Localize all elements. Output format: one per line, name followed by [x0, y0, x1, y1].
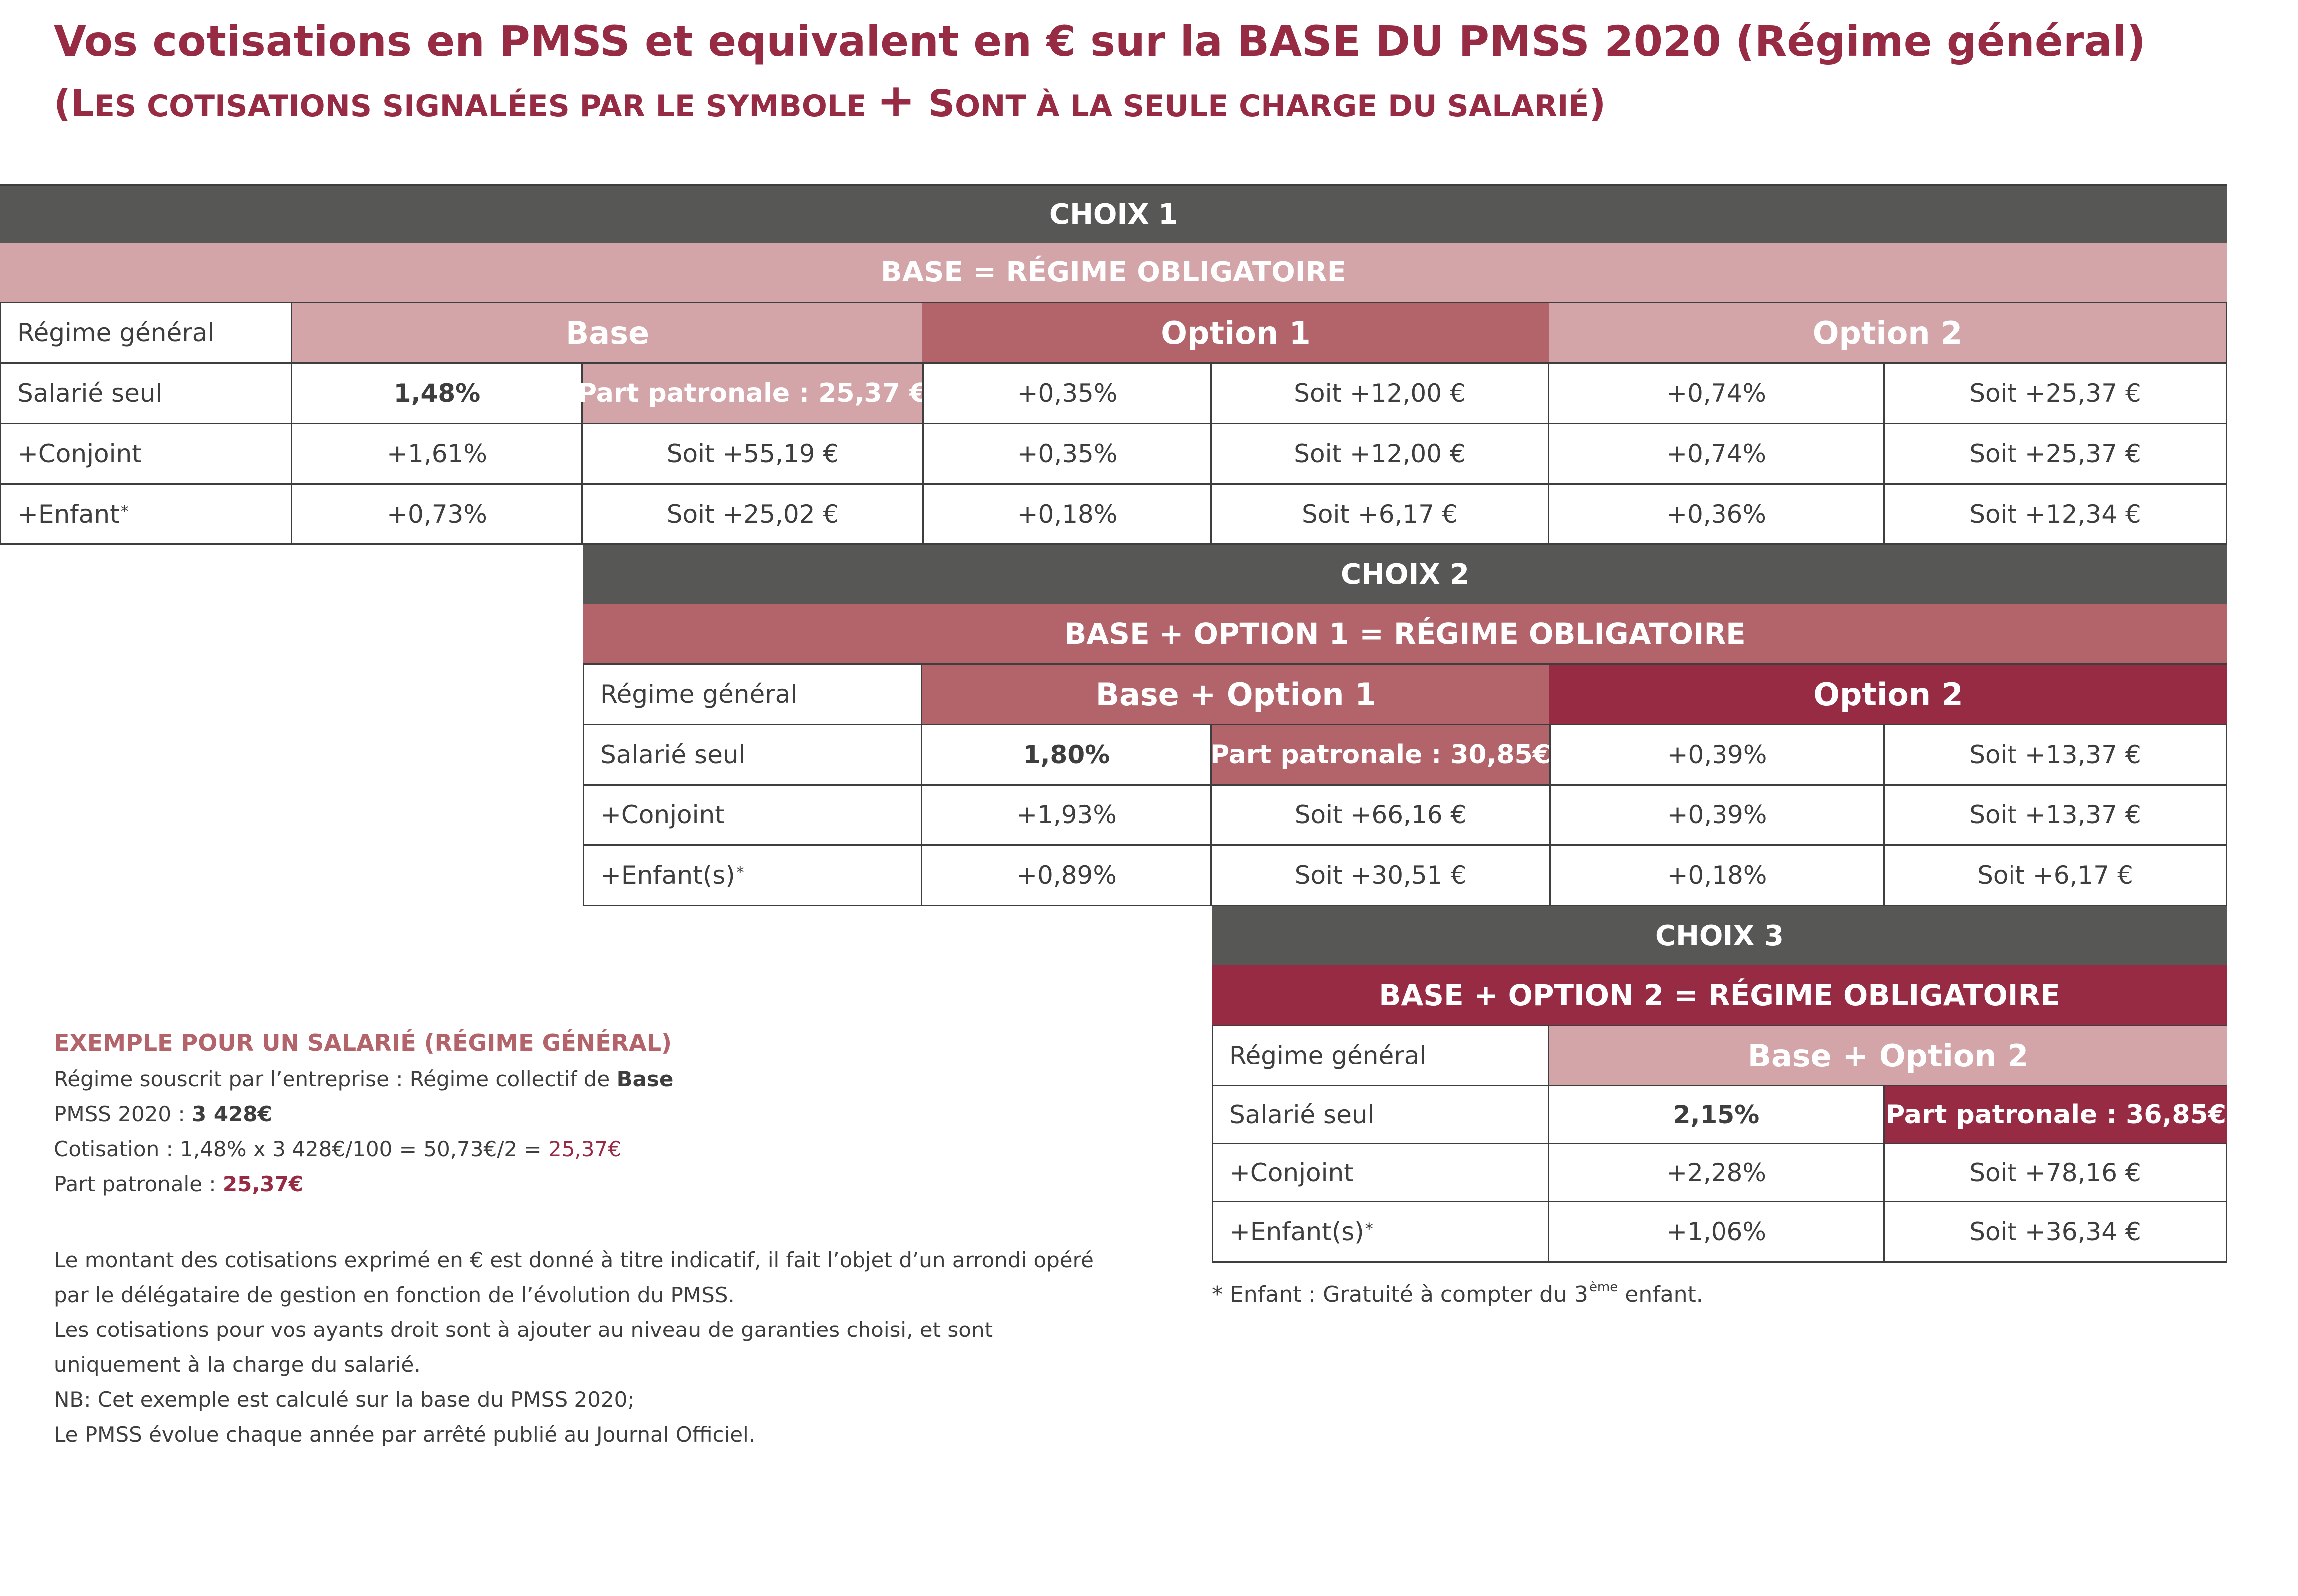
subtitle-close: ) [1589, 82, 1606, 125]
row-label-text: +Enfant(s) [1229, 1217, 1364, 1246]
subtitle-text-2: ONT À LA SEULE CHARGE DU SALARIÉ [955, 89, 1589, 124]
plus-symbol: + [876, 74, 916, 127]
choix2-header-base-option1: Base + Option 1 [922, 665, 1549, 725]
row-label: Salarié seul [0, 364, 292, 424]
asterisk: * [120, 502, 129, 521]
page-title: Vos cotisations en PMSS et equivalent en… [54, 17, 2146, 66]
option2-amount: Soit +25,37 € [1885, 364, 2227, 424]
row-label: +Enfant(s) * [583, 846, 922, 906]
base-rate: +1,93% [922, 786, 1212, 846]
base-rate: 1,80% [922, 725, 1212, 786]
option1-rate: +0,35% [922, 424, 1212, 485]
example-title: EXEMPLE POUR UN SALARIÉ (RÉGIME GÉNÉRAL) [54, 1029, 672, 1056]
base-amount: Soit +25,02 € [583, 485, 922, 545]
subtitle-open: ( [54, 82, 71, 125]
example-value: Base [616, 1067, 674, 1091]
example-line-cotisation: Cotisation : 1,48% x 3 428€/100 = 50,73€… [54, 1137, 621, 1161]
choix3-label: CHOIX 3 [1212, 906, 2227, 965]
example-text: Cotisation : 1,48% x 3 428€/100 = 50,73€… [54, 1137, 548, 1161]
choix1-label: CHOIX 1 [0, 184, 2227, 243]
option2-rate: +0,39% [1549, 786, 1885, 846]
choix1-header-base: Base [292, 303, 922, 364]
choix3-regime: BASE + OPTION 2 = RÉGIME OBLIGATOIRE [1212, 965, 2227, 1026]
row-label-text: +Enfant [17, 500, 120, 529]
option2-amount: Soit +6,17 € [1885, 846, 2227, 906]
footnote-text: * Enfant : Gratuité à compter du 3 [1212, 1282, 1588, 1307]
note-ayants-droit: Les cotisations pour vos ayants droit so… [54, 1318, 993, 1377]
row-label: Salarié seul [1212, 1086, 1549, 1144]
option2-amount: Soit +12,34 € [1885, 485, 2227, 545]
row-label: +Enfant * [0, 485, 292, 545]
choix1-header-option2: Option 2 [1549, 303, 2227, 364]
choix3-regime-label: Régime général [1212, 1026, 1549, 1086]
footnote-tail: enfant. [1618, 1282, 1703, 1307]
base-rate: +0,73% [292, 485, 583, 545]
subtitle-cap-1: L [70, 82, 94, 125]
base-amount: Soit +78,16 € [1885, 1144, 2227, 1202]
subtitle-text-1: ES COTISATIONS SIGNALÉES PAR LE SYMBOLE [94, 89, 877, 124]
row-label-text: +Enfant(s) [600, 861, 735, 890]
base-amount: Soit +36,34 € [1885, 1202, 2227, 1263]
example-text: Régime souscrit par l’entreprise : Régim… [54, 1067, 617, 1091]
option1-amount: Soit +12,00 € [1212, 364, 1549, 424]
part-patronale: Part patronale : 36,85€ [1885, 1086, 2227, 1144]
example-line-pmss: PMSS 2020 : 3 428€ [54, 1102, 272, 1126]
choix2-regime: BASE + OPTION 1 = RÉGIME OBLIGATOIRE [583, 604, 2227, 665]
asterisk: * [1365, 1219, 1373, 1238]
base-amount: Soit +66,16 € [1212, 786, 1549, 846]
base-rate: 2,15% [1549, 1086, 1885, 1144]
option1-rate: +0,35% [922, 364, 1212, 424]
note-pmss-evolution: Le PMSS évolue chaque année par arrêté p… [54, 1422, 756, 1447]
note-nb: NB: Cet exemple est calculé sur la base … [54, 1387, 635, 1412]
option2-rate: +0,74% [1549, 364, 1885, 424]
base-rate: +1,61% [292, 424, 583, 485]
option2-rate: +0,74% [1549, 424, 1885, 485]
example-line-regime: Régime souscrit par l’entreprise : Régim… [54, 1067, 673, 1091]
option2-rate: +0,36% [1549, 485, 1885, 545]
example-value: 3 428€ [191, 1102, 272, 1126]
option1-rate: +0,18% [922, 485, 1212, 545]
option2-amount: Soit +25,37 € [1885, 424, 2227, 485]
footnote-sup: ème [1589, 1280, 1618, 1295]
choix1-regime-label: Régime général [0, 303, 292, 364]
row-label: +Conjoint [0, 424, 292, 485]
example-text: PMSS 2020 : [54, 1102, 192, 1126]
choix3-header-base-option2: Base + Option 2 [1549, 1026, 2227, 1086]
option2-rate: +0,39% [1549, 725, 1885, 786]
row-label: Salarié seul [583, 725, 922, 786]
base-rate: +1,06% [1549, 1202, 1885, 1263]
part-patronale: Part patronale : 30,85€ [1210, 725, 1551, 786]
page-subtitle: (LES COTISATIONS SIGNALÉES PAR LE SYMBOL… [54, 76, 1606, 131]
example-value: 25,37€ [222, 1172, 303, 1196]
option2-rate: +0,18% [1549, 846, 1885, 906]
base-amount: Soit +30,51 € [1212, 846, 1549, 906]
footnote: * Enfant : Gratuité à compter du 3ème en… [1212, 1280, 1703, 1307]
choix1-header-option1: Option 1 [922, 303, 1549, 364]
option1-amount: Soit +12,00 € [1212, 424, 1549, 485]
choix2-label: CHOIX 2 [583, 545, 2227, 604]
asterisk: * [736, 863, 744, 882]
base-rate: +0,89% [922, 846, 1212, 906]
option2-amount: Soit +13,37 € [1885, 725, 2227, 786]
example-text: Part patronale : [54, 1172, 223, 1196]
base-amount: Soit +55,19 € [583, 424, 922, 485]
row-label: +Enfant(s) * [1212, 1202, 1549, 1263]
choix2-regime-label: Régime général [583, 665, 922, 725]
example-line-part-patronale: Part patronale : 25,37€ [54, 1172, 303, 1196]
base-rate: 1,48% [292, 364, 583, 424]
example-value: 25,37€ [548, 1137, 621, 1161]
option1-amount: Soit +6,17 € [1212, 485, 1549, 545]
base-rate: +2,28% [1549, 1144, 1885, 1202]
part-patronale: Part patronale : 25,37 € [578, 364, 927, 424]
note-arrondi: Le montant des cotisations exprimé en € … [54, 1248, 1094, 1307]
row-label: +Conjoint [583, 786, 922, 846]
option2-amount: Soit +13,37 € [1885, 786, 2227, 846]
row-label: +Conjoint [1212, 1144, 1549, 1202]
subtitle-cap-2: S [915, 82, 955, 125]
choix2-header-option2: Option 2 [1549, 665, 2227, 725]
choix1-regime: BASE = RÉGIME OBLIGATOIRE [0, 243, 2227, 303]
